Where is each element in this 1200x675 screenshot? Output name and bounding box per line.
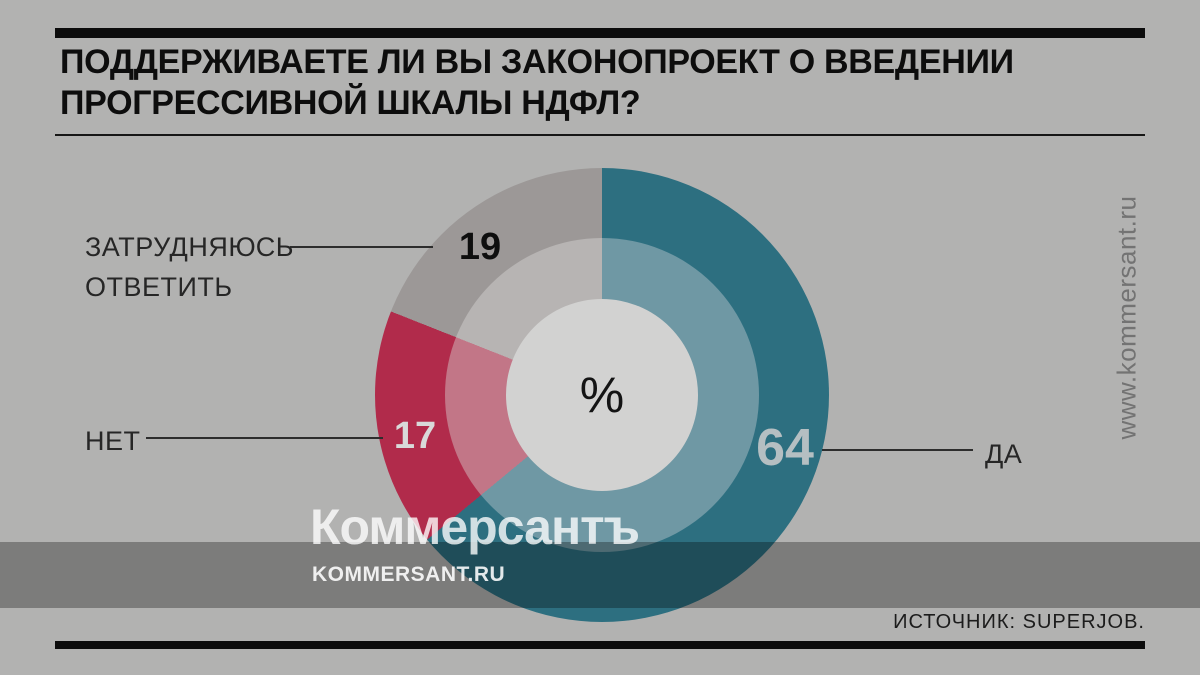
page-title: ПОДДЕРЖИВАЕТЕ ЛИ ВЫ ЗАКОНОПРОЕКТ О ВВЕДЕ… bbox=[60, 42, 1150, 124]
title-underline-rule bbox=[55, 134, 1145, 136]
donut-center-percent-symbol: % bbox=[579, 367, 625, 423]
page-title-line1: ПОДДЕРЖИВАЕТЕ ЛИ ВЫ ЗАКОНОПРОЕКТ О ВВЕДЕ… bbox=[60, 43, 1014, 81]
category-label-net: НЕТ bbox=[85, 426, 141, 456]
bottom-divider-bar bbox=[55, 641, 1145, 649]
callout-line-net bbox=[146, 437, 383, 439]
category-label-zatrudnyayus-line1: ЗАТРУДНЯЮСЬ bbox=[85, 232, 295, 262]
value-label-da: 64 bbox=[756, 419, 814, 477]
kommersant-url-label: KOMMERSANT.RU bbox=[312, 563, 506, 586]
kommersant-logo: Коммерсантъ bbox=[310, 499, 640, 555]
category-label-da: ДА bbox=[985, 439, 1023, 469]
top-divider-bar bbox=[55, 28, 1145, 38]
kommersant-watermark: www.kommersant.ru bbox=[1111, 195, 1142, 440]
value-label-zatrudnyayus: 19 bbox=[458, 226, 502, 268]
category-label-zatrudnyayus: ЗАТРУДНЯЮСЬ ОТВЕТИТЬ bbox=[85, 227, 294, 307]
callout-line-da bbox=[822, 449, 973, 451]
callout-line-zatrudnyayus bbox=[290, 246, 433, 248]
brand-band-overlay bbox=[0, 542, 1200, 608]
category-label-zatrudnyayus-line2: ОТВЕТИТЬ bbox=[85, 272, 233, 302]
source-attribution: ИСТОЧНИК: SUPERJOB. bbox=[893, 611, 1145, 633]
value-label-net: 17 bbox=[393, 415, 437, 457]
page-title-line2: ПРОГРЕССИВНОЙ ШКАЛЫ НДФЛ? bbox=[60, 84, 641, 122]
donut-hole: % bbox=[506, 299, 698, 491]
